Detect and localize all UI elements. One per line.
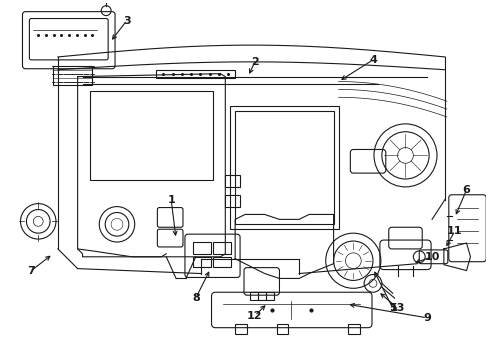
- Bar: [214, 257, 231, 267]
- Bar: [235, 111, 334, 224]
- Bar: [91, 91, 214, 180]
- Bar: [225, 175, 240, 187]
- Bar: [258, 292, 266, 300]
- Bar: [225, 195, 240, 207]
- Bar: [266, 292, 273, 300]
- Text: 3: 3: [123, 15, 131, 26]
- Bar: [193, 257, 211, 267]
- Bar: [53, 66, 93, 85]
- Text: 10: 10: [424, 252, 440, 262]
- Bar: [348, 324, 360, 334]
- Bar: [230, 106, 339, 229]
- Text: 6: 6: [463, 185, 470, 195]
- Bar: [250, 292, 258, 300]
- Text: 11: 11: [447, 226, 463, 236]
- Text: 1: 1: [167, 195, 175, 205]
- Text: 4: 4: [369, 55, 377, 65]
- Text: 9: 9: [423, 313, 431, 323]
- Bar: [235, 324, 247, 334]
- Bar: [193, 242, 211, 254]
- Text: 12: 12: [247, 311, 263, 321]
- Text: 2: 2: [251, 57, 259, 67]
- Bar: [214, 242, 231, 254]
- Text: 7: 7: [27, 266, 35, 276]
- Text: 8: 8: [192, 293, 199, 303]
- Text: 5: 5: [389, 303, 396, 313]
- Text: 13: 13: [390, 303, 405, 313]
- Bar: [276, 324, 288, 334]
- Bar: [156, 70, 235, 78]
